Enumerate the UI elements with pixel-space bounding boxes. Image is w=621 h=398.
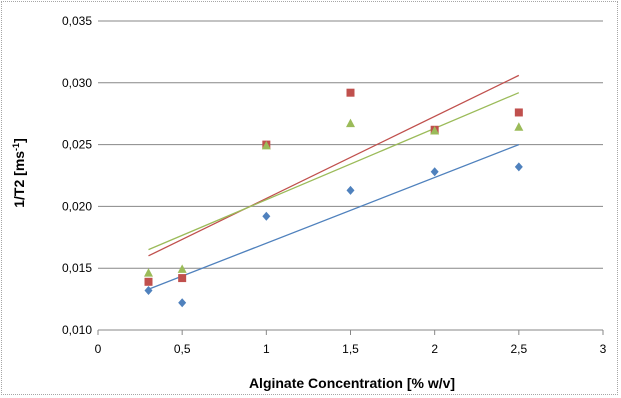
data-point-diamond xyxy=(262,211,271,221)
y-tick-label: 0,020 xyxy=(62,199,92,213)
gridlines xyxy=(97,20,604,335)
data-point-triangle xyxy=(346,118,355,128)
x-tick-label: 3 xyxy=(600,342,607,356)
y-axis-title-suffix: ] xyxy=(11,138,27,143)
data-point-diamond xyxy=(430,167,439,177)
y-tick-label: 0,035 xyxy=(62,14,92,28)
x-tick-label: 2,5 xyxy=(510,342,527,356)
data-point-diamond xyxy=(346,185,355,195)
y-axis-title-superscript: -1 xyxy=(11,143,21,151)
data-point-diamond xyxy=(144,285,153,295)
x-tick-label: 0,5 xyxy=(174,342,191,356)
data-point-square xyxy=(346,88,355,97)
trendlines xyxy=(148,74,520,290)
x-tick-label: 1 xyxy=(263,342,270,356)
x-axis-title: Alginate Concentration [% w/v] xyxy=(249,375,455,391)
y-tick-label: 0,015 xyxy=(62,261,92,275)
trendline xyxy=(148,143,520,290)
data-point-square xyxy=(144,277,153,286)
y-tick-label: 0,030 xyxy=(62,76,92,90)
data-point-triangle xyxy=(261,140,271,150)
x-tick-label: 0 xyxy=(95,342,102,356)
x-tick-labels: 0 0,5 1 1,5 2 2,5 3 xyxy=(95,342,607,356)
x-tick-label: 1,5 xyxy=(342,342,359,356)
x-tick-label: 2 xyxy=(431,342,438,356)
data-point-triangle xyxy=(144,268,153,277)
data-point-triangle xyxy=(514,122,524,131)
trendline xyxy=(148,92,520,251)
trendline xyxy=(148,74,520,257)
data-point-square xyxy=(178,274,187,283)
y-tick-labels: 0,010 0,015 0,020 0,025 0,030 0,035 xyxy=(62,14,92,337)
data-point-triangle xyxy=(430,126,440,135)
y-axis-title: 1/T2 [ms-1] xyxy=(11,138,27,208)
data-point-square xyxy=(514,108,523,117)
y-tick-label: 0,025 xyxy=(62,138,92,152)
data-point-diamond xyxy=(178,298,187,308)
y-tick-label: 0,010 xyxy=(62,323,92,337)
y-axis-title-main: 1/T2 [ms xyxy=(11,151,27,208)
data-point-triangle xyxy=(177,264,187,273)
data-points xyxy=(144,88,524,308)
data-point-diamond xyxy=(514,162,523,172)
